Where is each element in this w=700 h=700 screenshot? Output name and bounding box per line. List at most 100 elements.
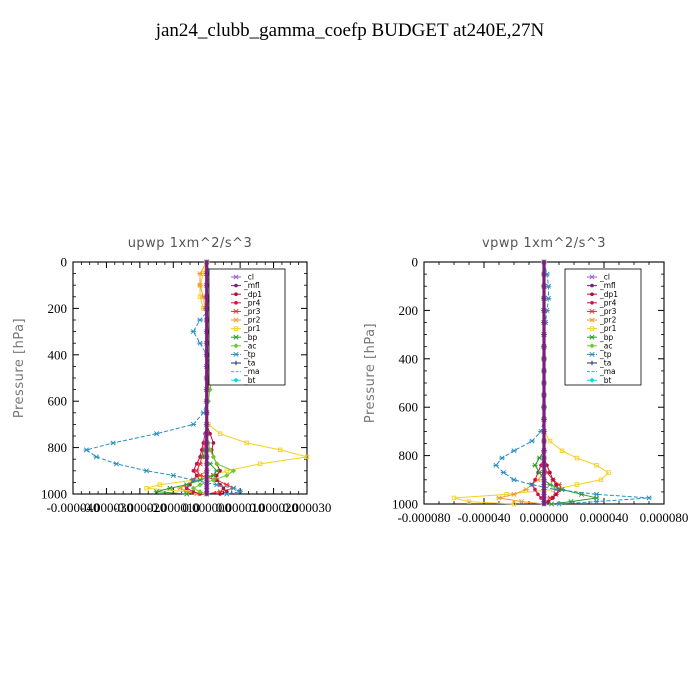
data-point <box>204 283 209 288</box>
y-axis-label: Pressure [hPa] <box>12 318 27 418</box>
data-point <box>542 260 546 264</box>
legend-label: _ac <box>599 341 612 350</box>
legend-marker <box>234 301 238 305</box>
legend: _cl_mfl_dp1_pr4_pr3_pr2_pr1_bp_ac_tp_ta_… <box>564 268 642 386</box>
legend-label: _mfl <box>599 281 616 290</box>
data-point <box>183 491 190 497</box>
x-tick-label: -0.000030 <box>80 500 133 515</box>
legend-marker <box>234 292 238 297</box>
data-point <box>213 482 220 488</box>
data-point <box>204 364 209 369</box>
data-point <box>197 482 203 488</box>
data-point <box>217 431 223 436</box>
data-point <box>593 499 600 505</box>
data-point <box>204 469 209 473</box>
data-point <box>542 357 546 361</box>
data-point <box>511 477 517 483</box>
legend-label: _pr2 <box>599 316 617 325</box>
legend-box <box>208 268 286 386</box>
legend-marker <box>233 274 239 280</box>
data-point <box>153 431 160 437</box>
y-tick-label: 0 <box>61 255 68 270</box>
legend-label: _bp <box>599 333 614 342</box>
data-point <box>204 318 209 322</box>
data-point <box>593 495 600 501</box>
y-tick-label: 400 <box>48 347 68 362</box>
data-point <box>197 340 203 346</box>
data-point <box>278 447 283 453</box>
legend-marker <box>233 377 239 383</box>
legend-marker <box>590 301 594 305</box>
y-tick-label: 400 <box>399 351 419 366</box>
legend-entry: _ac <box>587 341 612 350</box>
data-point <box>204 353 209 357</box>
figure-title: jan24_clubb_gamma_coefp BUDGET at240E,27… <box>155 20 545 41</box>
data-point <box>204 441 209 445</box>
data-point <box>244 440 250 446</box>
data-point <box>559 448 565 454</box>
data-point <box>542 296 546 301</box>
data-point <box>548 470 552 475</box>
legend-marker <box>589 360 595 366</box>
legend-entry: _mfl <box>587 281 616 290</box>
data-point <box>594 463 599 468</box>
data-point <box>554 482 558 487</box>
data-point <box>542 463 546 468</box>
data-point <box>221 486 226 491</box>
legend-label: _ma <box>599 367 616 376</box>
data-point <box>542 478 546 482</box>
data-point <box>143 468 150 474</box>
legend-entry: _pr3 <box>587 307 617 316</box>
x-tick-label: 0.000000 <box>520 510 569 525</box>
legend-label: _bp <box>243 333 258 342</box>
x-tick-label: -0.000020 <box>113 500 166 515</box>
x-tick-label: 0.000080 <box>640 510 689 525</box>
x-tick-label: -0.000040 <box>457 510 510 525</box>
y-tick-label: 1000 <box>41 487 67 502</box>
legend-entry: _pr2 <box>587 316 617 325</box>
legend: _cl_mfl_dp1_pr4_pr3_pr2_pr1_bp_ac_tp_ta_… <box>208 268 286 386</box>
data-point <box>199 448 204 452</box>
data-point <box>194 462 199 466</box>
legend-marker <box>589 274 595 280</box>
data-point <box>493 462 499 468</box>
data-point <box>542 496 546 500</box>
legend-label: _pr1 <box>599 324 617 333</box>
legend-entry: _bt <box>587 376 612 385</box>
data-point <box>466 499 472 504</box>
legend-marker <box>233 360 239 366</box>
data-point <box>83 447 90 453</box>
data-point <box>511 501 517 507</box>
legend-marker <box>233 317 239 323</box>
data-point <box>197 271 203 277</box>
legend-box <box>564 268 642 386</box>
data-point <box>539 496 543 500</box>
data-point <box>536 492 540 497</box>
data-point <box>230 468 237 474</box>
data-point <box>204 448 209 452</box>
data-point <box>204 455 209 459</box>
legend-entry: _pr4 <box>231 298 261 307</box>
legend-label: _mfl <box>243 281 260 290</box>
data-point <box>204 329 209 334</box>
data-point <box>183 482 190 488</box>
legend-marker <box>589 377 595 383</box>
data-point <box>194 473 199 478</box>
legend-marker <box>589 317 595 323</box>
legend-entry: _pr4 <box>587 298 617 307</box>
data-point <box>553 486 559 492</box>
data-point <box>511 491 517 497</box>
series-mfl <box>204 260 209 496</box>
panel-title: vpwp 1xm^2/s^3 <box>482 236 606 251</box>
series-mfl <box>542 260 546 506</box>
data-point <box>204 306 209 311</box>
data-point <box>523 486 529 492</box>
data-point <box>257 461 263 467</box>
legend-marker <box>589 326 595 331</box>
series-line <box>498 262 545 505</box>
legend-label: _tp <box>599 350 612 359</box>
data-point <box>204 260 209 264</box>
legend-entry: _cl <box>587 273 610 282</box>
x-tick-label: -0.000080 <box>397 510 450 525</box>
